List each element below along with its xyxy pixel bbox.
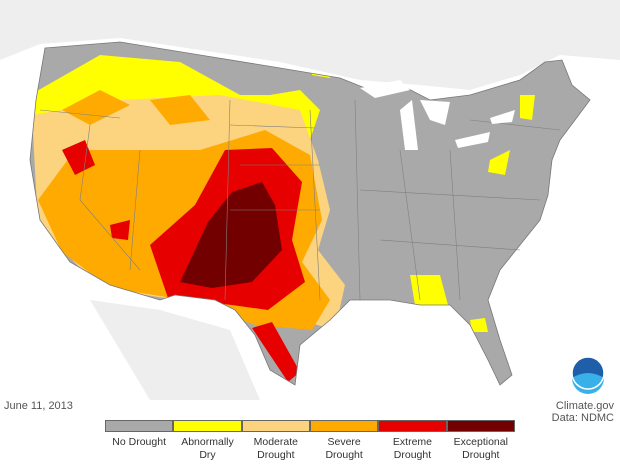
legend-swatch — [173, 420, 242, 432]
credit: Climate.gov — [555, 400, 614, 412]
legend-item: Extreme Drought — [378, 420, 447, 462]
legend-label: Abnormally Dry — [181, 436, 234, 461]
legend-item: No Drought — [105, 420, 174, 462]
legend-label: Severe Drought — [325, 436, 363, 461]
legend-label: Moderate Drought — [253, 436, 298, 461]
legend-label: Exceptional Drought — [453, 436, 508, 461]
drought-areas — [30, 42, 590, 385]
data-source: Data: NDMC — [551, 412, 614, 424]
legend: No Drought Abnormally Dry Moderate Drought… — [105, 420, 515, 462]
legend-item: Abnormally Dry — [173, 420, 242, 462]
legend-item: Exceptional Drought — [446, 420, 515, 462]
legend-swatch — [378, 420, 447, 432]
legend-swatch — [309, 420, 379, 432]
legend-label: Extreme Drought — [392, 436, 433, 461]
noaa-logo — [571, 356, 605, 394]
state-lines — [39, 99, 561, 301]
neighbor-land — [0, 0, 620, 400]
legend-swatch — [446, 420, 515, 432]
map — [0, 0, 620, 400]
legend-label: No Drought — [112, 436, 166, 448]
legend-item: Severe Drought — [309, 420, 379, 462]
area-exceptional — [180, 182, 282, 288]
us-outline — [29, 41, 591, 386]
legend-swatch — [241, 420, 310, 432]
legend-swatch — [105, 420, 174, 432]
date: June 11, 2013 — [4, 400, 73, 412]
great-lakes — [360, 80, 515, 150]
legend-item: Moderate Drought — [241, 420, 310, 462]
